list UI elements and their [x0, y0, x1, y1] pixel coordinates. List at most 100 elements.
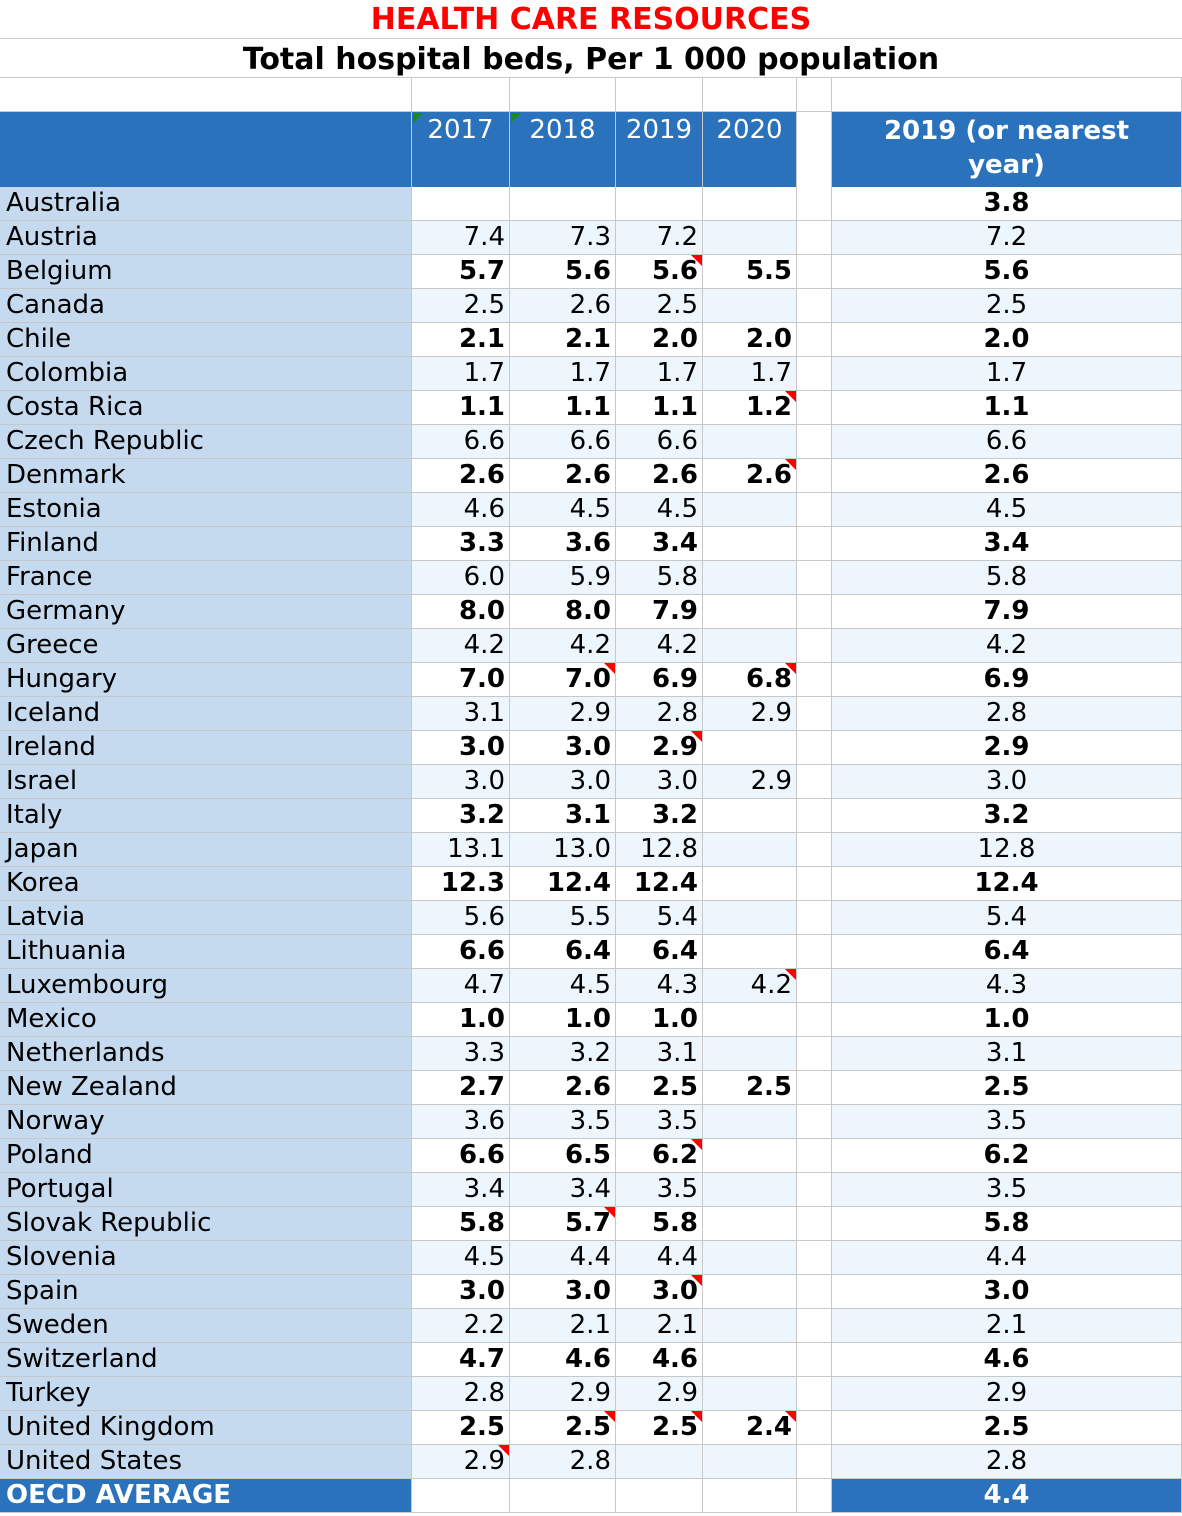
country-cell[interactable]: Portugal [0, 1173, 412, 1206]
latest-value-cell[interactable]: 6.9 [832, 663, 1182, 696]
country-cell[interactable]: United Kingdom [0, 1411, 412, 1444]
latest-value-cell[interactable]: 1.0 [832, 1003, 1182, 1036]
cell[interactable] [797, 663, 832, 696]
value-cell[interactable] [703, 799, 797, 832]
value-cell[interactable]: 3.2 [616, 799, 703, 832]
value-cell[interactable]: 5.5 [510, 901, 616, 934]
header-country[interactable] [0, 112, 412, 187]
value-cell[interactable]: 5.6 [510, 255, 616, 288]
value-cell[interactable]: 6.6 [412, 425, 510, 458]
country-cell[interactable]: Canada [0, 289, 412, 322]
latest-value-cell[interactable]: 3.2 [832, 799, 1182, 832]
cell[interactable] [412, 78, 510, 111]
value-cell[interactable]: 6.9 [616, 663, 703, 696]
country-cell[interactable]: Latvia [0, 901, 412, 934]
value-cell[interactable] [703, 1105, 797, 1138]
value-cell[interactable]: 5.7 [412, 255, 510, 288]
country-cell[interactable]: Korea [0, 867, 412, 900]
comment-marker-icon[interactable] [691, 255, 702, 266]
country-cell[interactable]: Austria [0, 221, 412, 254]
value-cell[interactable]: 2.9 [510, 697, 616, 730]
country-cell[interactable]: Slovenia [0, 1241, 412, 1274]
value-cell[interactable]: 2.4 [703, 1411, 797, 1444]
value-cell[interactable]: 2.5 [616, 289, 703, 322]
latest-value-cell[interactable]: 5.8 [832, 1207, 1182, 1240]
latest-value-cell[interactable]: 2.8 [832, 697, 1182, 730]
cell[interactable] [797, 867, 832, 900]
value-cell[interactable]: 1.1 [412, 391, 510, 424]
country-cell[interactable]: United States [0, 1445, 412, 1478]
value-cell[interactable] [703, 1241, 797, 1274]
value-cell[interactable]: 2.0 [616, 323, 703, 356]
cell[interactable] [797, 78, 832, 111]
cell[interactable] [797, 595, 832, 628]
cell[interactable] [797, 901, 832, 934]
cell[interactable] [797, 391, 832, 424]
value-cell[interactable]: 2.9 [616, 1377, 703, 1410]
value-cell[interactable]: 2.5 [412, 1411, 510, 1444]
value-cell[interactable]: 7.4 [412, 221, 510, 254]
comment-marker-icon[interactable] [785, 459, 796, 470]
latest-value-cell[interactable]: 2.1 [832, 1309, 1182, 1342]
country-cell[interactable]: Germany [0, 595, 412, 628]
cell[interactable] [797, 833, 832, 866]
latest-value-cell[interactable]: 3.1 [832, 1037, 1182, 1070]
cell[interactable] [797, 425, 832, 458]
value-cell[interactable]: 4.6 [412, 493, 510, 526]
value-cell[interactable]: 7.0 [412, 663, 510, 696]
value-cell[interactable]: 4.5 [616, 493, 703, 526]
value-cell[interactable]: 1.7 [703, 357, 797, 390]
value-cell[interactable]: 12.4 [616, 867, 703, 900]
latest-value-cell[interactable]: 4.3 [832, 969, 1182, 1002]
value-cell[interactable]: 4.6 [510, 1343, 616, 1376]
country-cell[interactable]: Poland [0, 1139, 412, 1172]
cell[interactable] [797, 697, 832, 730]
latest-value-cell[interactable]: 4.5 [832, 493, 1182, 526]
value-cell[interactable] [703, 187, 797, 220]
value-cell[interactable]: 5.7 [510, 1207, 616, 1240]
value-cell[interactable]: 3.0 [412, 731, 510, 764]
cell[interactable] [412, 1479, 510, 1512]
cell[interactable] [797, 459, 832, 492]
header-year[interactable]: 2020 [703, 112, 797, 187]
value-cell[interactable]: 2.9 [616, 731, 703, 764]
value-cell[interactable]: 5.6 [412, 901, 510, 934]
country-cell[interactable]: France [0, 561, 412, 594]
comment-marker-icon[interactable] [498, 1445, 509, 1456]
value-cell[interactable]: 3.1 [616, 1037, 703, 1070]
value-cell[interactable]: 1.7 [412, 357, 510, 390]
value-cell[interactable]: 2.5 [703, 1071, 797, 1104]
cell[interactable] [797, 935, 832, 968]
value-cell[interactable]: 6.6 [510, 425, 616, 458]
value-cell[interactable]: 4.2 [616, 629, 703, 662]
value-cell[interactable]: 2.8 [412, 1377, 510, 1410]
value-cell[interactable]: 2.9 [703, 765, 797, 798]
value-cell[interactable]: 8.0 [412, 595, 510, 628]
cell[interactable] [797, 765, 832, 798]
value-cell[interactable]: 4.2 [703, 969, 797, 1002]
value-cell[interactable]: 3.0 [510, 765, 616, 798]
value-cell[interactable]: 2.8 [616, 697, 703, 730]
cell[interactable] [797, 1071, 832, 1104]
value-cell[interactable] [703, 493, 797, 526]
cell[interactable] [797, 323, 832, 356]
cell[interactable] [797, 799, 832, 832]
country-cell[interactable]: Sweden [0, 1309, 412, 1342]
latest-value-cell[interactable]: 3.5 [832, 1105, 1182, 1138]
cell[interactable] [797, 1275, 832, 1308]
value-cell[interactable] [703, 1173, 797, 1206]
cell[interactable] [797, 1139, 832, 1172]
cell[interactable] [797, 629, 832, 662]
cell[interactable] [797, 1241, 832, 1274]
country-cell[interactable]: Netherlands [0, 1037, 412, 1070]
value-cell[interactable] [703, 425, 797, 458]
value-cell[interactable]: 2.9 [412, 1445, 510, 1478]
latest-value-cell[interactable]: 1.7 [832, 357, 1182, 390]
value-cell[interactable]: 2.6 [703, 459, 797, 492]
cell[interactable] [797, 561, 832, 594]
average-latest[interactable]: 4.4 [832, 1479, 1182, 1512]
value-cell[interactable]: 2.1 [412, 323, 510, 356]
value-cell[interactable]: 12.3 [412, 867, 510, 900]
country-cell[interactable]: Luxembourg [0, 969, 412, 1002]
country-cell[interactable]: Mexico [0, 1003, 412, 1036]
